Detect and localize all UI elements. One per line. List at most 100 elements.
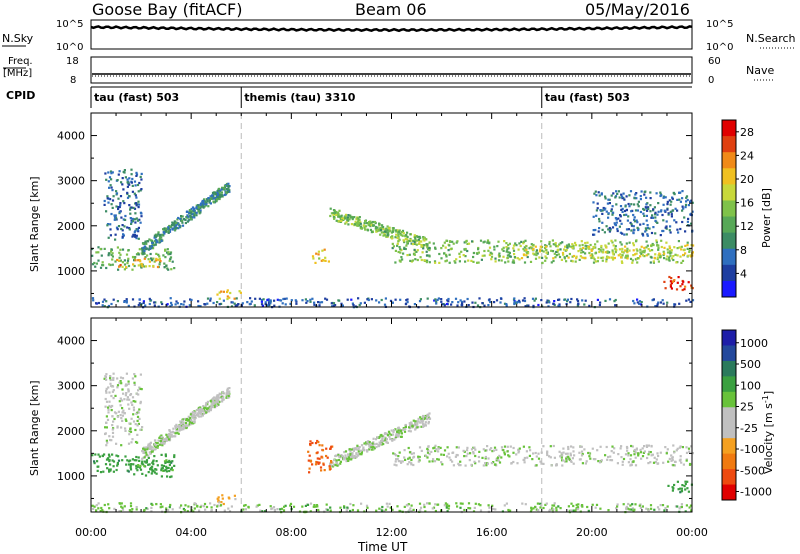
range-gate-cell [651, 453, 654, 456]
nave-tick-bottom: 0 [708, 75, 714, 86]
range-gate-cell [549, 445, 552, 448]
colorbar-tick-label: 8 [740, 244, 747, 257]
range-gate-cell [428, 261, 431, 264]
range-gate-cell [681, 209, 684, 212]
plot-border [90, 112, 693, 308]
range-gate-cell [381, 509, 384, 512]
range-gate-cell [671, 196, 674, 199]
range-gate-cell [122, 409, 125, 412]
range-gate-cell [403, 428, 406, 431]
range-gate-cell [260, 510, 263, 513]
range-gate-cell [500, 446, 504, 449]
range-gate-cell [557, 248, 560, 251]
range-gate-cell [359, 221, 362, 224]
range-gate-cell [189, 298, 192, 301]
range-gate-cell [388, 227, 391, 230]
range-gate-cell [636, 452, 640, 455]
range-gate-cell [428, 453, 431, 456]
range-gate-cell [126, 191, 129, 194]
range-gate-cell [403, 247, 406, 250]
range-gate-cell [187, 424, 190, 427]
range-gate-cell [680, 487, 683, 490]
range-gate-cell [412, 508, 415, 511]
range-gate-cell [197, 408, 200, 411]
range-gate-cell [210, 404, 213, 407]
range-gate-cell [672, 192, 676, 195]
range-gate-cell [399, 248, 402, 251]
range-gate-cell [160, 442, 163, 445]
range-gate-cell [479, 239, 483, 242]
range-gate-cell [170, 303, 173, 307]
range-gate-cell [503, 451, 506, 454]
range-gate-cell [382, 231, 385, 234]
range-gate-cell [209, 202, 212, 205]
range-gate-cell [595, 503, 599, 506]
range-gate-cell [570, 502, 573, 505]
range-gate-cell [431, 460, 434, 463]
range-gate-cell [588, 304, 591, 307]
range-gate-cell [434, 298, 437, 301]
range-gate-cell [666, 251, 670, 254]
range-gate-cell [335, 459, 338, 462]
range-gate-cell [648, 450, 651, 453]
range-gate-cell [135, 234, 138, 237]
range-gate-cell [506, 450, 509, 453]
range-gate-cell [126, 396, 129, 399]
range-gate-cell [334, 304, 337, 307]
range-gate-cell [467, 304, 470, 307]
range-gate-cell [123, 412, 126, 415]
range-gate-cell [312, 257, 315, 260]
range-gate-cell [436, 503, 439, 506]
range-gate-cell [650, 454, 653, 457]
range-gate-cell [133, 383, 136, 386]
range-gate-cell [201, 409, 204, 412]
range-gate-cell [137, 237, 140, 240]
range-gate-cell [132, 263, 135, 266]
range-gate-cell [115, 192, 119, 195]
range-gate-cell [424, 417, 427, 420]
colorbar-swatch [722, 216, 736, 234]
range-gate-cell [666, 448, 669, 451]
range-gate-cell [262, 298, 265, 301]
range-gate-cell [636, 261, 639, 264]
range-gate-cell [414, 420, 417, 423]
range-gate-cell [652, 226, 655, 229]
range-gate-cell [668, 457, 671, 460]
range-gate-cell [121, 411, 124, 414]
range-gate-cell [642, 207, 645, 211]
range-gate-cell [681, 197, 684, 200]
range-gate-cell [464, 255, 467, 258]
range-gate-cell [683, 216, 686, 219]
range-gate-cell [537, 303, 540, 307]
range-gate-cell [601, 221, 604, 224]
range-gate-cell [319, 466, 323, 469]
range-gate-cell [121, 407, 124, 410]
range-gate-cell [119, 253, 122, 256]
range-gate-cell [512, 249, 516, 252]
range-gate-cell [468, 459, 471, 462]
range-gate-cell [548, 455, 551, 458]
range-gate-cell [211, 399, 214, 402]
range-gate-cell [691, 452, 694, 455]
range-gate-cell [186, 425, 189, 428]
range-gate-cell [157, 258, 160, 261]
range-gate-cell [127, 460, 130, 463]
range-gate-cell [366, 298, 369, 301]
range-gate-cell [487, 304, 490, 307]
range-gate-cell [445, 302, 448, 306]
range-gate-cell [627, 228, 630, 231]
range-gate-cell [546, 299, 549, 302]
range-gate-cell [426, 297, 429, 300]
range-gate-cell [213, 405, 216, 408]
range-gate-cell [484, 462, 487, 465]
range-gate-cell [658, 508, 661, 511]
range-gate-cell [113, 218, 116, 221]
range-gate-cell [103, 305, 106, 308]
colorbar-tick-label: 20 [740, 173, 754, 186]
range-gate-cell [643, 193, 646, 196]
range-gate-cell [638, 300, 642, 303]
range-gate-cell [420, 258, 423, 262]
range-gate-cell [648, 249, 652, 252]
range-gate-cell [537, 457, 541, 460]
range-gate-cell [143, 465, 146, 468]
